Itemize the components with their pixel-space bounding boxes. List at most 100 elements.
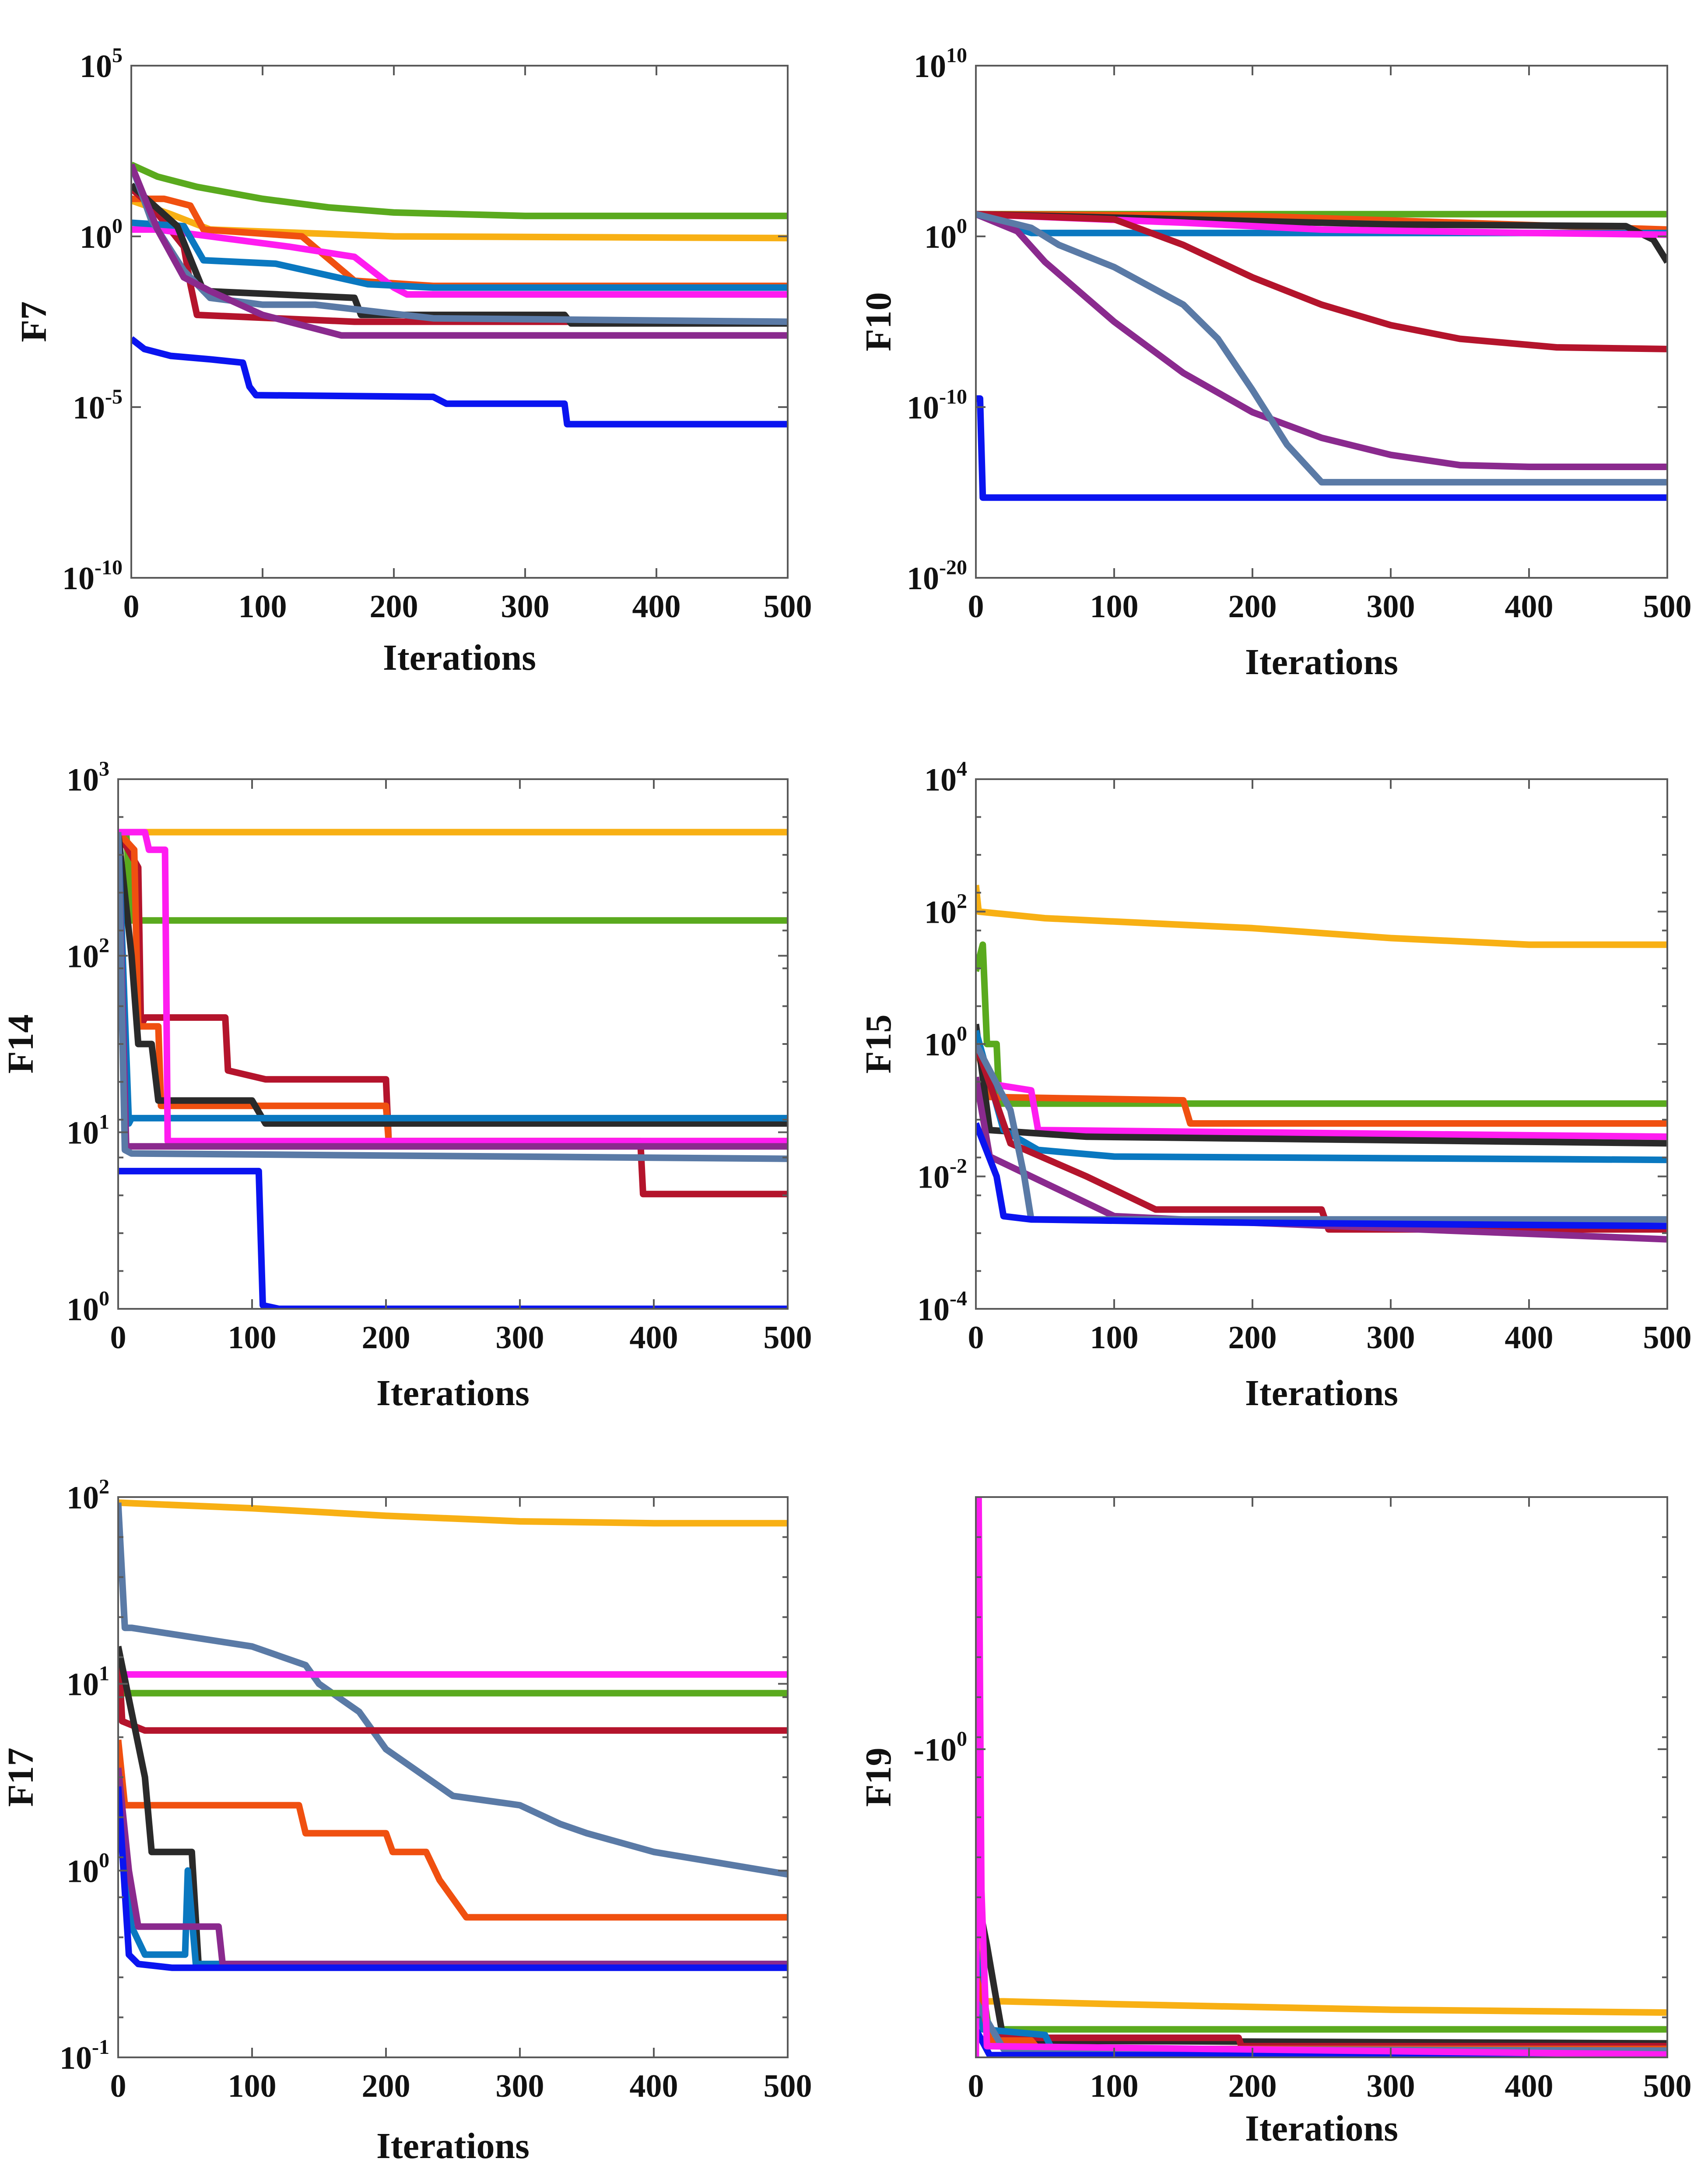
y-tick-base: 10 (60, 2040, 92, 2076)
y-tick-base: 10 (917, 1292, 950, 1328)
y-tick-exponent: -4 (950, 1287, 967, 1310)
series-line-blue (976, 2028, 1667, 2057)
chart-F15: 0 100 200 300 400 50010410210010-210-4Iterati… (858, 757, 1692, 1413)
plot-frame (975, 1496, 1668, 2058)
x-tick-label: 200 (370, 589, 418, 625)
x-tick-label: 400 (630, 1320, 678, 1356)
y-tick-base: 10 (67, 762, 99, 798)
series-line-gold (976, 1889, 1667, 2016)
y-tick-base: 10 (80, 219, 112, 255)
y-tick-label: 10-10 (907, 385, 967, 426)
y-tick-exponent: 2 (99, 1475, 109, 1498)
series-line-purple (131, 163, 788, 339)
y-tick-exponent: 0 (957, 214, 967, 238)
x-tick-label: 500 (764, 589, 812, 625)
y-tick-base: 10 (907, 561, 939, 597)
y-axis-label: F14 (0, 1014, 41, 1073)
x-tick-label: 400 (1505, 2068, 1554, 2104)
y-axis-label: F15 (858, 1014, 899, 1073)
y-tick-exponent: -20 (939, 556, 967, 579)
series-line-blue (976, 1122, 1667, 1230)
series-line-magenta (131, 226, 788, 298)
y-tick-label: 102 (67, 934, 109, 974)
y-tick-label: 10-2 (917, 1155, 967, 1195)
y-tick-exponent: 3 (99, 757, 109, 780)
y-tick-label: 100 (924, 214, 967, 255)
y-tick-base: -10 (913, 1732, 957, 1768)
y-tick-label: 101 (67, 1662, 109, 1703)
y-tick-exponent: 2 (957, 890, 967, 913)
series-line-blue (118, 1786, 788, 1971)
series-line-blue (118, 1167, 788, 1309)
x-tick-label: 100 (228, 1320, 277, 1356)
y-tick-base: 10 (80, 49, 112, 84)
y-tick-base: 10 (67, 1115, 99, 1151)
x-tick-label: 300 (1367, 589, 1415, 625)
series-line-green (118, 829, 788, 924)
series-line-black (976, 1888, 1667, 2047)
y-axis-label: F10 (858, 292, 899, 351)
chart-F17: 0 100 200 300 400 50010210110010-1IterationsF… (0, 1475, 812, 2166)
series-line-crimson (976, 211, 1667, 352)
x-axis-label: Iterations (383, 637, 536, 678)
y-tick-base: 10 (67, 939, 99, 974)
series-line-slate_blue (118, 1502, 788, 1878)
x-tick-label: 400 (1505, 589, 1554, 625)
x-tick-label: 0 (123, 589, 140, 625)
x-tick-label: 500 (764, 1320, 812, 1356)
y-tick-exponent: 1 (99, 1662, 109, 1685)
y-tick-label: 10-5 (73, 385, 123, 426)
y-tick-exponent: 0 (957, 1022, 967, 1045)
x-tick-label: 500 (1643, 589, 1692, 625)
x-tick-label: 100 (238, 589, 287, 625)
plot-frame (117, 1496, 789, 2058)
y-tick-exponent: 5 (112, 44, 123, 67)
x-tick-label: 300 (496, 2068, 544, 2104)
y-tick-label: 104 (924, 757, 967, 798)
plot-frame (130, 65, 789, 579)
y-tick-label: 10-1 (60, 2035, 109, 2076)
x-tick-label: 200 (362, 1320, 410, 1356)
y-axis-label: F17 (0, 1747, 41, 1807)
y-tick-base: 10 (914, 49, 946, 84)
y-tick-label: -100 (913, 1727, 967, 1768)
x-tick-label: 0 (110, 1320, 126, 1356)
x-tick-label: 500 (1643, 2068, 1692, 2104)
series-line-slate_blue (976, 211, 1667, 486)
y-tick-label: 100 (924, 1022, 967, 1063)
plot-frame (975, 65, 1668, 579)
y-tick-label: 100 (67, 1287, 109, 1328)
y-tick-base: 10 (67, 1667, 99, 1703)
plot-frame (117, 778, 789, 1310)
series-line-orange_red (118, 830, 788, 1145)
y-tick-base: 10 (73, 390, 105, 426)
chart-F7: 0 100 200 300 400 50010510010-510-10Iteration… (14, 44, 812, 678)
series-line-gold (118, 1499, 788, 1527)
chart-F14: 0 100 200 300 400 500103102101100IterationsF1… (0, 757, 812, 1413)
x-axis-label: Iterations (1245, 2108, 1398, 2149)
y-tick-exponent: -5 (105, 385, 123, 408)
y-tick-exponent: 0 (99, 1287, 109, 1310)
x-tick-label: 200 (1228, 1320, 1277, 1356)
y-tick-label: 103 (67, 757, 109, 798)
y-tick-base: 10 (907, 390, 939, 426)
x-tick-label: 100 (228, 2068, 277, 2104)
series-line-sky_blue (131, 219, 788, 291)
x-tick-label: 300 (1367, 2068, 1415, 2104)
series-line-magenta (118, 829, 788, 1145)
y-tick-exponent: 4 (957, 757, 967, 780)
y-tick-exponent: -10 (939, 385, 967, 408)
y-tick-exponent: -2 (950, 1155, 967, 1178)
y-tick-exponent: 0 (957, 1727, 967, 1751)
y-tick-label: 10-10 (62, 556, 123, 597)
y-axis-label: F7 (14, 301, 54, 342)
y-tick-base: 10 (67, 1292, 99, 1328)
y-tick-label: 102 (924, 890, 967, 931)
x-tick-label: 400 (630, 2068, 678, 2104)
chart-F10: 0 100 200 300 400 500101010010-1010-20Iterati… (858, 44, 1692, 682)
series-line-black (118, 832, 788, 1127)
x-tick-label: 0 (110, 2068, 126, 2104)
y-tick-label: 10-4 (917, 1287, 967, 1328)
y-tick-base: 10 (924, 762, 957, 798)
